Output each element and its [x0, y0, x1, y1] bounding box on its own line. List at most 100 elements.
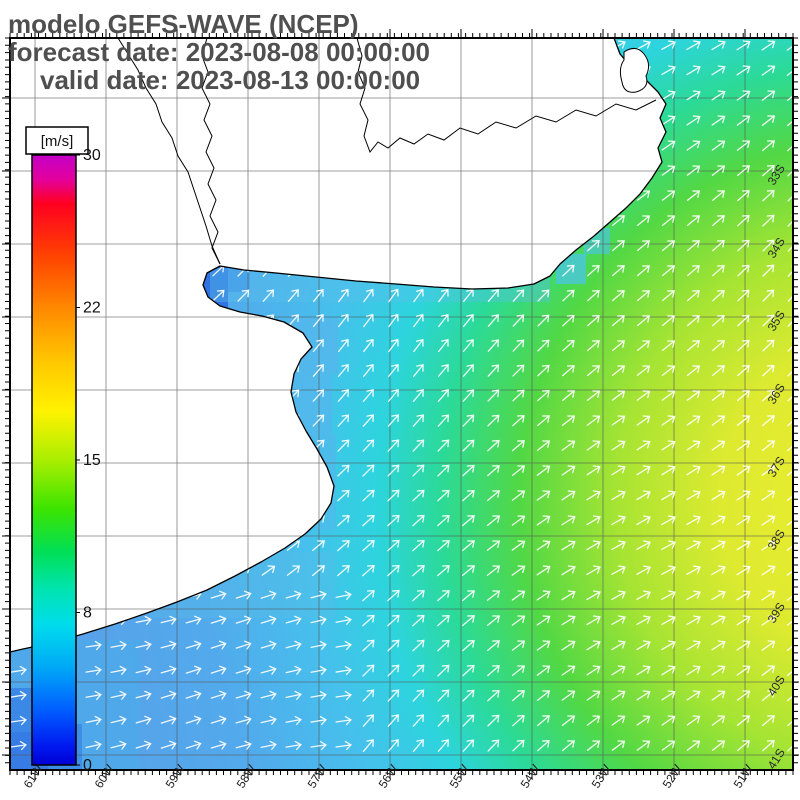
wind-arrow [462, 339, 474, 353]
wind-arrow [462, 364, 474, 377]
wind-arrow [636, 715, 651, 726]
wind-arrow [561, 740, 575, 752]
wind-arrow [486, 590, 501, 601]
wind-arrow [737, 214, 750, 227]
wind-arrow [786, 65, 793, 76]
wind-arrow [587, 289, 600, 302]
wind-arrow [210, 715, 227, 725]
wind-arrow [736, 40, 751, 51]
wind-arrow [462, 640, 475, 652]
wind-arrow [586, 690, 601, 701]
wind-arrow [437, 364, 449, 378]
wind-arrow [160, 715, 177, 725]
wind-arrow [387, 464, 400, 477]
wind-arrow [561, 690, 576, 701]
wind-arrow [511, 665, 526, 677]
coastal-lagoon [619, 48, 650, 93]
wind-arrow [661, 390, 676, 401]
wind-arrow [586, 415, 601, 426]
wind-arrow [85, 690, 102, 701]
wind-arrow [363, 338, 374, 353]
wind-arrow [561, 590, 576, 601]
wind-arrow [335, 615, 352, 626]
wind-arrow [711, 715, 726, 726]
wind-arrow [461, 565, 475, 577]
wind-arrow [762, 189, 775, 202]
colorbar-tick-label: 22 [83, 300, 101, 317]
wind-arrow [586, 740, 601, 751]
wind-arrow [413, 338, 424, 353]
wind-arrow [462, 389, 475, 402]
wind-arrow [512, 690, 525, 702]
wind-arrow [711, 515, 726, 526]
wind-arrow [185, 665, 202, 675]
wind-arrow [786, 615, 793, 626]
wind-arrow [536, 465, 551, 476]
river-borders [117, 37, 657, 265]
wind-arrow [561, 490, 576, 501]
wind-arrow [160, 690, 177, 700]
wind-arrow [536, 640, 551, 651]
wind-arrow [260, 690, 277, 700]
wind-arrow [611, 590, 626, 601]
wind-arrow [337, 338, 349, 353]
wind-arrow [686, 90, 701, 101]
wind-arrow [311, 540, 325, 552]
wind-arrow [761, 465, 776, 476]
wind-arrow [437, 689, 450, 702]
wind-arrow [611, 540, 626, 551]
wind-arrow [562, 365, 575, 377]
wind-arrow [711, 90, 726, 101]
wind-arrow [537, 364, 550, 377]
wind-arrow [536, 615, 551, 626]
wind-arrow [335, 590, 352, 600]
wind-arrow [762, 289, 775, 302]
wind-arrow [736, 640, 751, 651]
wind-arrow [561, 640, 576, 651]
wind-arrow [362, 664, 375, 677]
wind-arrow [237, 289, 250, 302]
colorbar-tick-label: 30 [83, 147, 101, 164]
wind-arrow [337, 439, 350, 452]
wind-arrow [661, 365, 676, 376]
wind-arrow [712, 240, 725, 252]
wind-arrow [412, 714, 425, 727]
wind-arrow [85, 715, 102, 725]
wind-arrow [285, 590, 302, 600]
wind-arrow [686, 440, 701, 451]
wind-arrow [761, 65, 776, 76]
wind-arrow [561, 440, 576, 451]
wind-arrow [437, 664, 450, 677]
wind-arrow [310, 615, 327, 625]
wind-arrow [285, 665, 302, 675]
wind-arrow [611, 465, 626, 476]
wind-arrow [761, 40, 776, 51]
wind-arrow [160, 665, 177, 675]
wind-arrow [661, 590, 676, 600]
wind-arrow [661, 540, 676, 550]
wind-arrow [335, 640, 352, 651]
wind-arrow [787, 389, 793, 402]
wind-arrow [711, 690, 726, 701]
wind-arrow [486, 490, 500, 502]
wind-arrow [387, 363, 399, 378]
wind-arrow [661, 615, 676, 626]
wind-arrow [160, 740, 177, 750]
wind-arrow [786, 490, 793, 501]
wind-arrow [362, 614, 375, 627]
wind-arrow [210, 665, 227, 675]
wind-arrow [686, 715, 701, 726]
wind-arrow [135, 690, 152, 700]
wind-arrow [736, 615, 751, 626]
wind-arrow [786, 590, 793, 601]
wind-arrow [787, 164, 793, 177]
wind-arrow [636, 465, 651, 476]
wind-arrow [761, 515, 776, 526]
wind-arrow [712, 264, 725, 277]
wind-arrow [135, 715, 152, 725]
wind-arrow [536, 440, 551, 451]
wind-arrow [736, 140, 751, 151]
wind-arrow [260, 715, 277, 725]
wind-arrow [387, 389, 399, 403]
wind-arrow [586, 590, 601, 601]
